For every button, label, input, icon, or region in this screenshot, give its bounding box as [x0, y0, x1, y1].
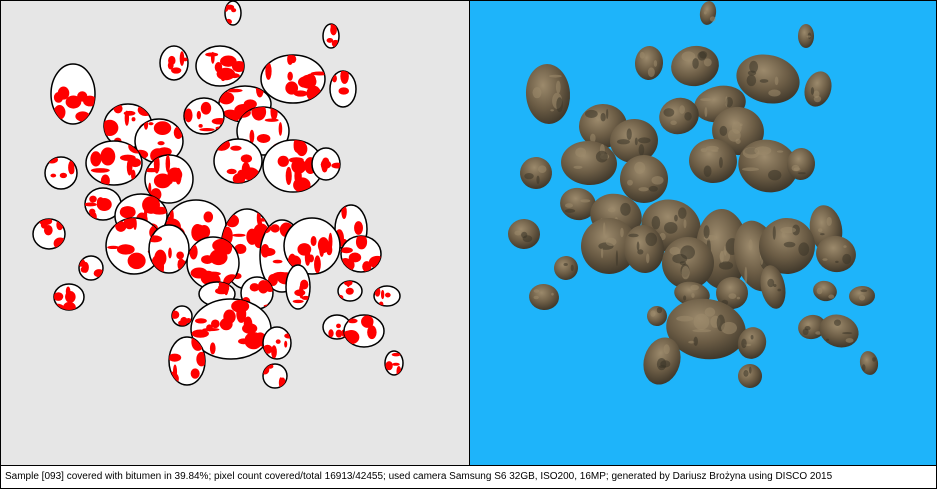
particle-mask: [322, 23, 340, 49]
particle-mask: [213, 138, 263, 184]
aggregate-stone: [623, 225, 665, 273]
particle-mask: [373, 285, 401, 307]
particle-mask: [144, 154, 194, 204]
particle-mask: [171, 305, 193, 327]
aggregate-stone: [798, 24, 814, 48]
particle-mask: [53, 283, 85, 311]
bitumen-coverage-patch: [326, 24, 339, 48]
aggregate-stone: [738, 139, 798, 193]
aggregate-stone: [666, 298, 746, 360]
aggregate-stone: [689, 138, 737, 184]
bitumen-coverage-patch: [167, 51, 188, 74]
bitumen-coverage-patch: [205, 51, 244, 82]
bitumen-coverage-patch: [344, 315, 377, 345]
particle-mask: [134, 118, 184, 164]
aggregate-stone: [525, 64, 571, 124]
aggregate-stone: [647, 306, 667, 326]
particle-mask: [260, 54, 326, 104]
particle-mask: [311, 147, 341, 181]
bitumen-coverage-patch: [53, 86, 95, 123]
bitumen-coverage-patch: [215, 282, 231, 296]
particle-mask: [262, 326, 292, 360]
aggregate-stone: [554, 256, 578, 280]
aggregate-stone: [804, 71, 832, 107]
bitumen-coverage-patch: [385, 352, 402, 375]
particle-mask: [329, 70, 357, 108]
sample-photo-panel: [470, 1, 936, 465]
sample-caption: Sample [093] covered with bitumen in 39.…: [5, 471, 833, 482]
aggregate-stone: [738, 364, 762, 388]
aggregate-stone: [508, 218, 540, 250]
aggregate-stone: [849, 285, 875, 307]
aggregate-stone: [759, 218, 815, 274]
aggregate-stone: [819, 314, 859, 348]
bitumen-coverage-patch: [341, 236, 381, 272]
particle-mask: [195, 45, 245, 87]
particle-mask: [224, 1, 242, 26]
aggregate-stone: [816, 235, 856, 273]
aggregate-stone: [736, 54, 800, 104]
aggregate-stone: [560, 187, 596, 221]
particle-mask: [159, 45, 189, 81]
aggregate-stone: [716, 277, 748, 309]
bitumen-coverage-map: [1, 1, 469, 465]
bitumen-coverage-patch: [320, 157, 340, 173]
particle-mask: [32, 218, 66, 250]
particle-mask: [285, 264, 311, 310]
particle-outline: [183, 97, 225, 135]
aggregate-stone: [699, 1, 717, 25]
particle-mask: [343, 314, 385, 348]
bitumen-coverage-map-panel: [1, 1, 470, 465]
aggregate-stone: [662, 237, 714, 289]
aggregate-stone: [581, 218, 637, 274]
aggregate-stone: [737, 327, 767, 359]
aggregate-stone: [659, 97, 699, 135]
aggregate-stone: [643, 337, 681, 385]
bitumen-coverage-patch: [292, 279, 310, 304]
aggregate-stone: [859, 351, 879, 375]
aggregate-stone: [561, 140, 617, 186]
aggregate-stone: [634, 46, 664, 80]
aggregate-stone: [798, 314, 826, 340]
aggregate-stone: [813, 280, 837, 302]
particle-mask: [44, 156, 78, 190]
particle-mask: [50, 63, 96, 125]
particle-mask: [78, 255, 104, 281]
particle-mask: [262, 363, 288, 389]
aggregate-stone: [671, 45, 719, 87]
aggregate-stone: [610, 118, 658, 164]
bitumen-coverage-patch: [172, 310, 192, 326]
aggregate-stone: [520, 157, 552, 189]
aggregate-stone: [786, 148, 816, 180]
particle-mask: [384, 350, 404, 376]
caption-bar: Sample [093] covered with bitumen in 39.…: [1, 465, 936, 488]
particle-mask: [340, 235, 382, 273]
bitumen-coverage-patch: [265, 55, 325, 102]
particle-mask: [148, 224, 190, 274]
aggregate-stone: [620, 155, 668, 203]
aggregate-sample-photo: [470, 1, 936, 465]
particle-mask: [283, 217, 341, 275]
aggregate-stone: [760, 265, 786, 309]
aggregate-stone: [529, 283, 559, 311]
